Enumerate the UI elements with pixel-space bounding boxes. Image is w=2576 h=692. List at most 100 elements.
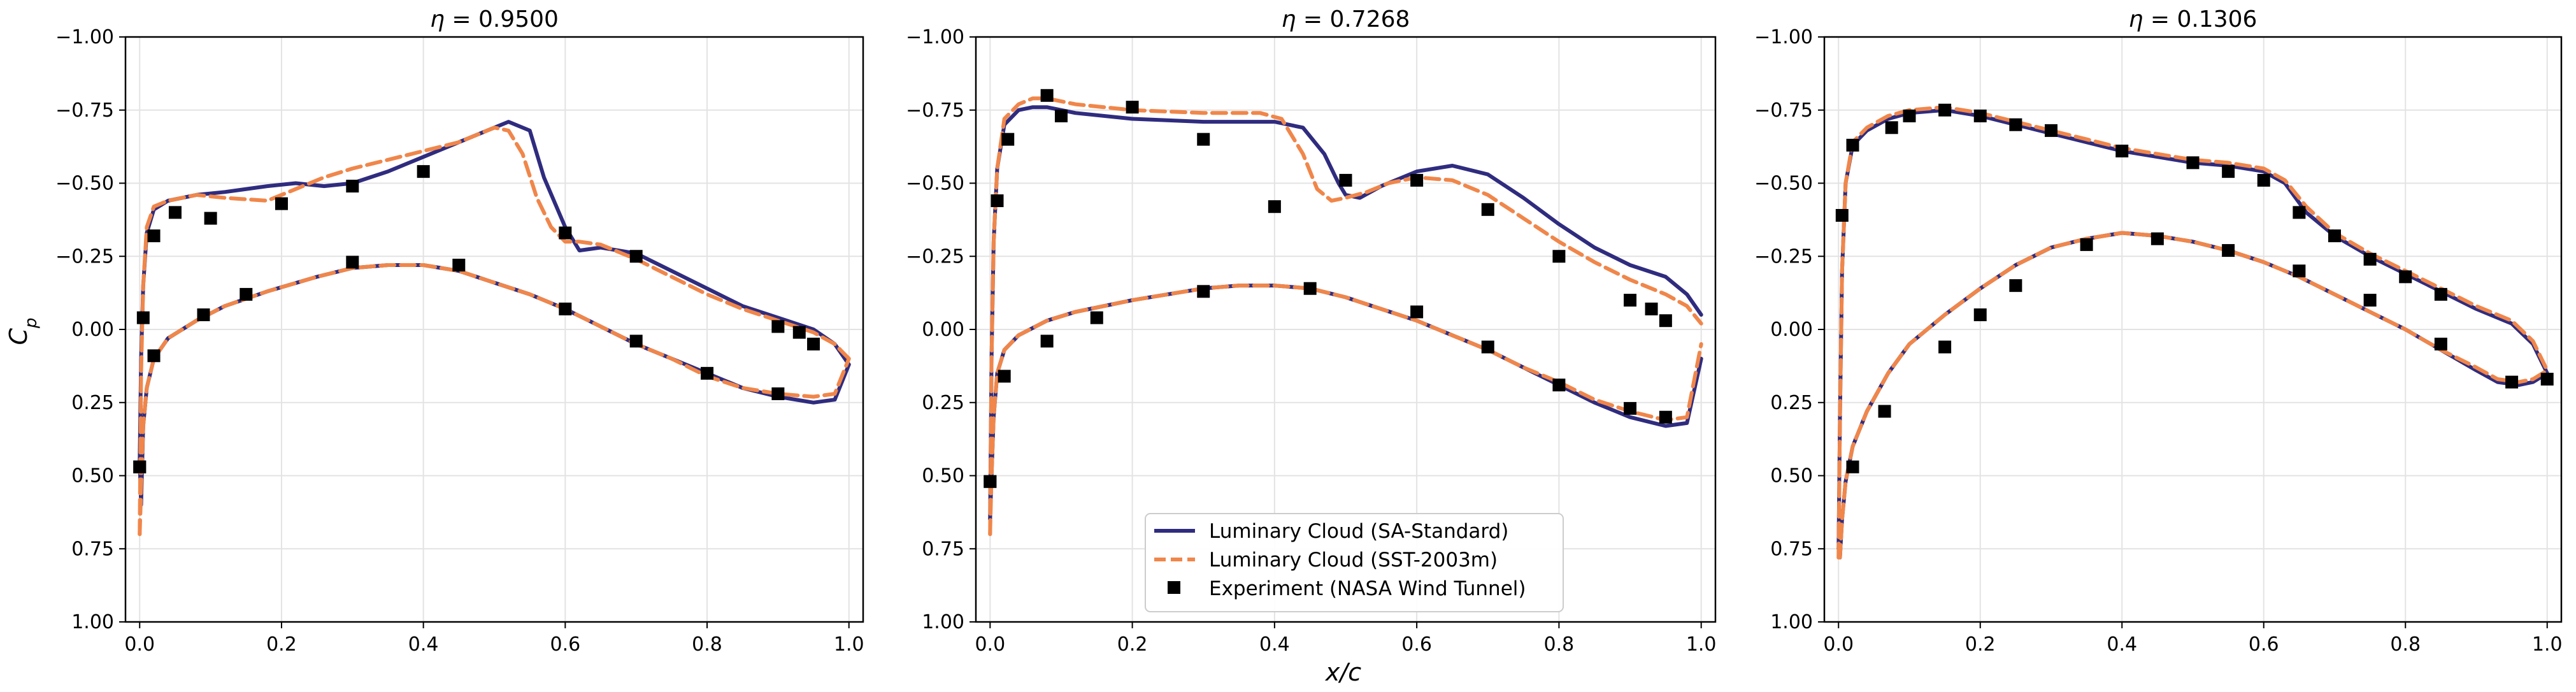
y-tick-label: −0.50 [1754, 173, 1813, 195]
experiment-point [1624, 294, 1637, 307]
experiment-point [2363, 294, 2377, 307]
experiment-point [452, 259, 466, 272]
experiment-point [1339, 173, 1352, 187]
experiment-point [2080, 238, 2093, 251]
x-tick-label: 0.8 [1544, 633, 1575, 656]
series-sst-upper-line [138, 126, 851, 537]
experiment-point [2293, 206, 2306, 219]
y-tick-label: 0.50 [922, 465, 964, 487]
x-tick-label: 0.4 [1259, 633, 1290, 656]
series-sst-lower-line [138, 263, 851, 537]
experiment-point [133, 460, 147, 473]
experiment-point [1878, 405, 1891, 418]
series-sa-upper-line [988, 105, 1703, 522]
experiment-point [2257, 173, 2270, 187]
x-tick-label: 0.0 [124, 633, 155, 656]
experiment-point [1197, 133, 1210, 146]
panel-title-symbol: η [2129, 6, 2143, 32]
experiment-point [1846, 138, 1859, 152]
y-tick-label: 0.25 [71, 392, 114, 414]
experiment-point [2115, 145, 2129, 158]
y-tick-label: 1.00 [1770, 611, 1813, 633]
y-tick-label: −0.75 [1754, 99, 1813, 122]
x-tick-label: 1.0 [834, 633, 864, 656]
panel-title-symbol: η [1282, 6, 1296, 32]
experiment-point [771, 320, 785, 333]
legend-exp-label: Experiment (NASA Wind Tunnel) [1209, 577, 1526, 600]
experiment-point [2009, 279, 2022, 292]
series-sst-upper-line [1836, 105, 2549, 559]
panel-title-value: = 0.9500 [445, 6, 559, 32]
experiment-point [2363, 252, 2377, 266]
experiment-point [991, 194, 1004, 208]
experiment-point [2399, 270, 2412, 284]
experiment-point [168, 206, 182, 219]
experiment-point [2434, 287, 2447, 301]
experiment-point [1903, 109, 1916, 122]
experiment-point [559, 302, 572, 315]
experiment-point [1885, 121, 1898, 134]
experiment-point [559, 226, 572, 240]
panel-title-value: = 0.7268 [1296, 6, 1410, 32]
y-tick-label: −0.75 [55, 99, 114, 122]
x-tick-label: 0.8 [692, 633, 722, 656]
experiment-point [1040, 335, 1054, 348]
x-tick-label: 0.6 [550, 633, 580, 656]
experiment-point [1659, 314, 1672, 328]
y-axis-label: Cp [4, 317, 41, 345]
experiment-point [1410, 305, 1424, 319]
chart-panel-1: 0.0 0.2 0.4 0.6 0.8 1.0 −1.00 −0.75 −0.50 −0.25 0.… [55, 6, 864, 656]
experiment-point [2540, 373, 2554, 386]
series-sst-upper-line [988, 96, 1703, 537]
x-tick-label: 0.8 [2390, 633, 2421, 656]
chart-panels: 0.0 0.2 0.4 0.6 0.8 1.0 −1.00 −0.75 −0.50 −0.25 0.… [55, 6, 2563, 656]
experiment-point [2009, 118, 2022, 131]
y-tick-label: −0.75 [906, 99, 964, 122]
experiment-point [1973, 109, 1987, 122]
series-sst-lower-line [1836, 231, 2549, 559]
experiment-point [346, 256, 359, 269]
experiment-point [1410, 173, 1424, 187]
experiment-point [1001, 133, 1015, 146]
experiment-point [2328, 229, 2341, 243]
x-tick-label: 0.2 [1965, 633, 1996, 656]
experiment-point [998, 370, 1011, 383]
x-tick-label: 1.0 [2532, 633, 2563, 656]
experiment-point [1645, 302, 1658, 315]
x-tick-label: 0.0 [1823, 633, 1854, 656]
experiment-point [984, 475, 997, 488]
experiment-point [275, 197, 288, 210]
experiment-point [792, 326, 806, 339]
experiment-point [1481, 203, 1494, 216]
y-tick-label: −0.50 [55, 173, 114, 195]
x-tick-label: 1.0 [1686, 633, 1717, 656]
experiment-point [417, 165, 430, 178]
y-axis-label-subscript: p [22, 317, 41, 329]
x-tick-label: 0.2 [1117, 633, 1148, 656]
experiment-point [629, 250, 643, 263]
experiment-point [1552, 250, 1566, 263]
y-tick-label: 0.75 [1770, 538, 1813, 560]
experiment-point [771, 387, 785, 400]
experiment-point [2293, 264, 2306, 278]
experiment-point [1659, 410, 1672, 424]
experiment-point [346, 180, 359, 193]
experiment-point [807, 337, 820, 350]
experiment-point [1303, 282, 1317, 295]
y-tick-label: 0.00 [1770, 319, 1813, 341]
x-tick-label: 0.2 [266, 633, 297, 656]
chart-panel-3: 0.0 0.2 0.4 0.6 0.8 1.0 −1.00 −0.75 −0.50 −0.25 0.… [1754, 6, 2563, 656]
x-tick-label: 0.4 [2107, 633, 2137, 656]
y-tick-label: −1.00 [1754, 26, 1813, 48]
series-sa-lower-line [1836, 231, 2549, 559]
y-tick-label: 0.75 [71, 538, 114, 560]
experiment-point [1268, 200, 1281, 213]
experiment-point [2222, 244, 2235, 257]
experiment-point [1938, 340, 1952, 354]
experiment-point [2150, 232, 2164, 245]
y-tick-label: 0.00 [922, 319, 964, 341]
panel-title: η = 0.7268 [1282, 6, 1410, 32]
legend-sst-label: Luminary Cloud (SST-2003m) [1209, 549, 1498, 572]
y-tick-label: 1.00 [922, 611, 964, 633]
